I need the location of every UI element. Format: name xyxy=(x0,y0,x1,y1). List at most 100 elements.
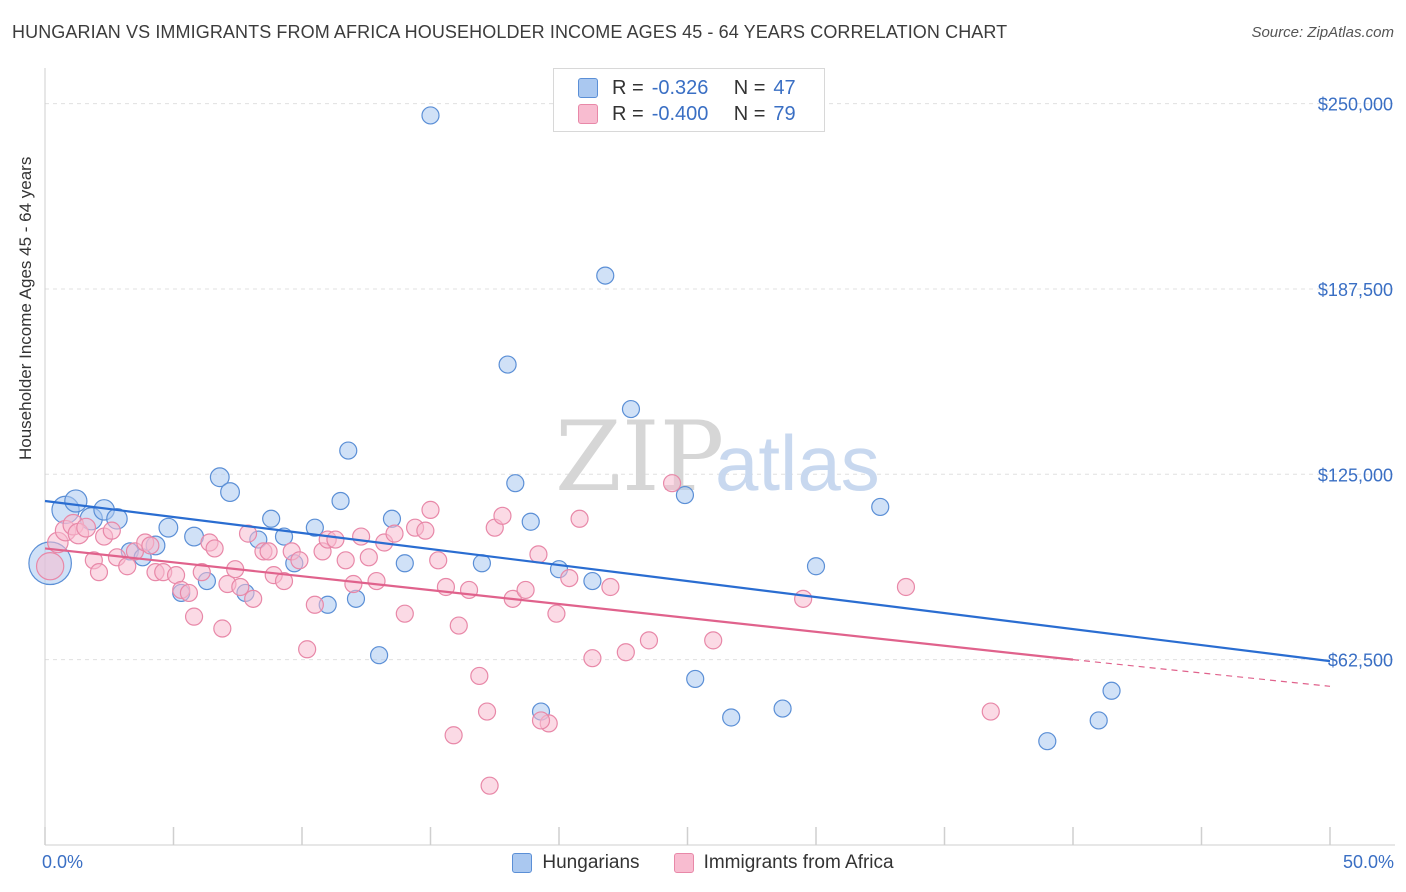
legend-label-hungarians: Hungarians xyxy=(542,852,640,873)
point-s1-54 xyxy=(449,616,468,635)
point-s0-38 xyxy=(675,485,695,505)
trend-line-s0 xyxy=(44,499,1331,663)
r-label: R = xyxy=(612,102,644,125)
point-s0-39 xyxy=(686,669,705,689)
point-s0-17 xyxy=(262,509,281,528)
grid-lines xyxy=(45,103,1395,661)
series-legend: Hungarians Immigrants from Africa xyxy=(0,852,1406,874)
point-s0-45 xyxy=(1089,711,1108,730)
point-s0-42 xyxy=(806,557,826,576)
point-s1-73 xyxy=(444,726,463,745)
legend-row-africa: R = -0.400 N = 79 xyxy=(578,102,796,126)
point-s0-13 xyxy=(209,467,230,488)
point-s0-28 xyxy=(421,106,440,125)
point-s1-33 xyxy=(274,571,294,591)
point-s1-59 xyxy=(493,506,512,525)
point-s0-20 xyxy=(305,518,324,537)
point-s1-24 xyxy=(213,619,232,638)
y-tick-label-0: $62,500 xyxy=(1328,651,1393,671)
n-value: 79 xyxy=(773,102,796,125)
point-s0-31 xyxy=(506,474,525,493)
legend-label-africa: Immigrants from Africa xyxy=(703,852,894,873)
point-s1-57 xyxy=(477,702,497,721)
point-s1-69 xyxy=(616,643,635,662)
point-s0-26 xyxy=(382,509,402,528)
point-s1-72 xyxy=(704,631,723,650)
point-s1-66 xyxy=(570,509,589,528)
point-s1-44 xyxy=(359,548,378,567)
point-s0-14 xyxy=(220,482,240,503)
n-value: 47 xyxy=(773,76,796,99)
watermark-zip: ZIP xyxy=(555,401,724,513)
axes xyxy=(44,68,1395,846)
y-tick-label-2: $187,500 xyxy=(1318,280,1393,300)
point-s1-74 xyxy=(531,711,551,730)
x-tick-max: 50.0% xyxy=(1342,852,1394,872)
point-s1-45 xyxy=(367,571,386,591)
point-s0-22 xyxy=(331,491,350,511)
point-s1-31 xyxy=(259,542,278,561)
point-s1-5 xyxy=(76,517,97,538)
point-s1-19 xyxy=(179,583,199,603)
point-s1-28 xyxy=(238,524,258,543)
point-s1-7 xyxy=(89,563,109,582)
point-s0-9 xyxy=(158,517,179,538)
correlation-legend: R = -0.326 N = 47 R = -0.400 N = 79 xyxy=(553,68,825,132)
point-s1-68 xyxy=(601,577,620,597)
point-s1-67 xyxy=(583,649,602,668)
point-s0-30 xyxy=(498,355,517,374)
trend-line-s1 xyxy=(44,547,1074,661)
point-s0-37 xyxy=(621,399,641,419)
legend-item-hungarians[interactable]: Hungarians xyxy=(512,852,640,874)
point-s1-40 xyxy=(326,530,345,549)
y-tick-labels: $62,500 $125,000 $187,500 $250,000 xyxy=(1318,95,1393,671)
data-points xyxy=(28,106,1121,795)
point-s0-32 xyxy=(521,512,540,531)
point-s1-21 xyxy=(192,563,211,582)
point-s1-62 xyxy=(529,545,548,564)
point-s1-75 xyxy=(480,776,499,795)
point-s1-61 xyxy=(516,580,535,600)
point-s1-77 xyxy=(896,577,916,597)
point-s1-36 xyxy=(298,640,317,659)
point-s1-27 xyxy=(231,577,250,597)
legend-item-africa[interactable]: Immigrants from Africa xyxy=(673,852,894,874)
point-s0-2 xyxy=(64,489,88,513)
point-s1-78 xyxy=(981,702,1000,721)
point-s0-44 xyxy=(1038,732,1057,751)
n-label: N = xyxy=(733,102,766,125)
point-s1-42 xyxy=(344,574,363,594)
point-s0-40 xyxy=(722,708,741,727)
point-s1-23 xyxy=(205,539,224,558)
point-s1-0 xyxy=(35,552,65,581)
r-label: R = xyxy=(612,76,644,99)
point-s0-36 xyxy=(596,266,615,285)
point-s0-41 xyxy=(773,699,792,718)
r-value: -0.326 xyxy=(651,76,709,99)
point-s0-24 xyxy=(346,589,366,608)
point-s1-41 xyxy=(336,551,355,570)
point-s1-50 xyxy=(416,521,435,540)
point-s1-70 xyxy=(639,631,659,650)
y-tick-label-1: $125,000 xyxy=(1318,465,1393,485)
legend-row-hungarians: R = -0.326 N = 47 xyxy=(578,76,796,100)
point-s1-37 xyxy=(305,595,324,614)
r-value: -0.400 xyxy=(651,102,709,125)
point-s1-29 xyxy=(244,589,263,608)
y-tick-label-3: $250,000 xyxy=(1318,95,1393,115)
point-s0-23 xyxy=(339,441,358,460)
point-s1-47 xyxy=(385,524,404,543)
point-s0-29 xyxy=(472,554,491,573)
point-s0-27 xyxy=(395,554,414,573)
point-s1-20 xyxy=(184,607,204,626)
point-s1-9 xyxy=(102,521,121,540)
x-tick-min: 0.0% xyxy=(42,852,84,872)
point-s1-65 xyxy=(560,568,579,588)
point-s1-48 xyxy=(395,604,414,623)
point-s1-71 xyxy=(662,474,682,493)
n-label: N = xyxy=(733,76,766,99)
point-s1-56 xyxy=(470,666,489,686)
chart-title: HUNGARIAN VS IMMIGRANTS FROM AFRICA HOUS… xyxy=(12,22,1008,42)
point-s1-14 xyxy=(141,536,160,555)
